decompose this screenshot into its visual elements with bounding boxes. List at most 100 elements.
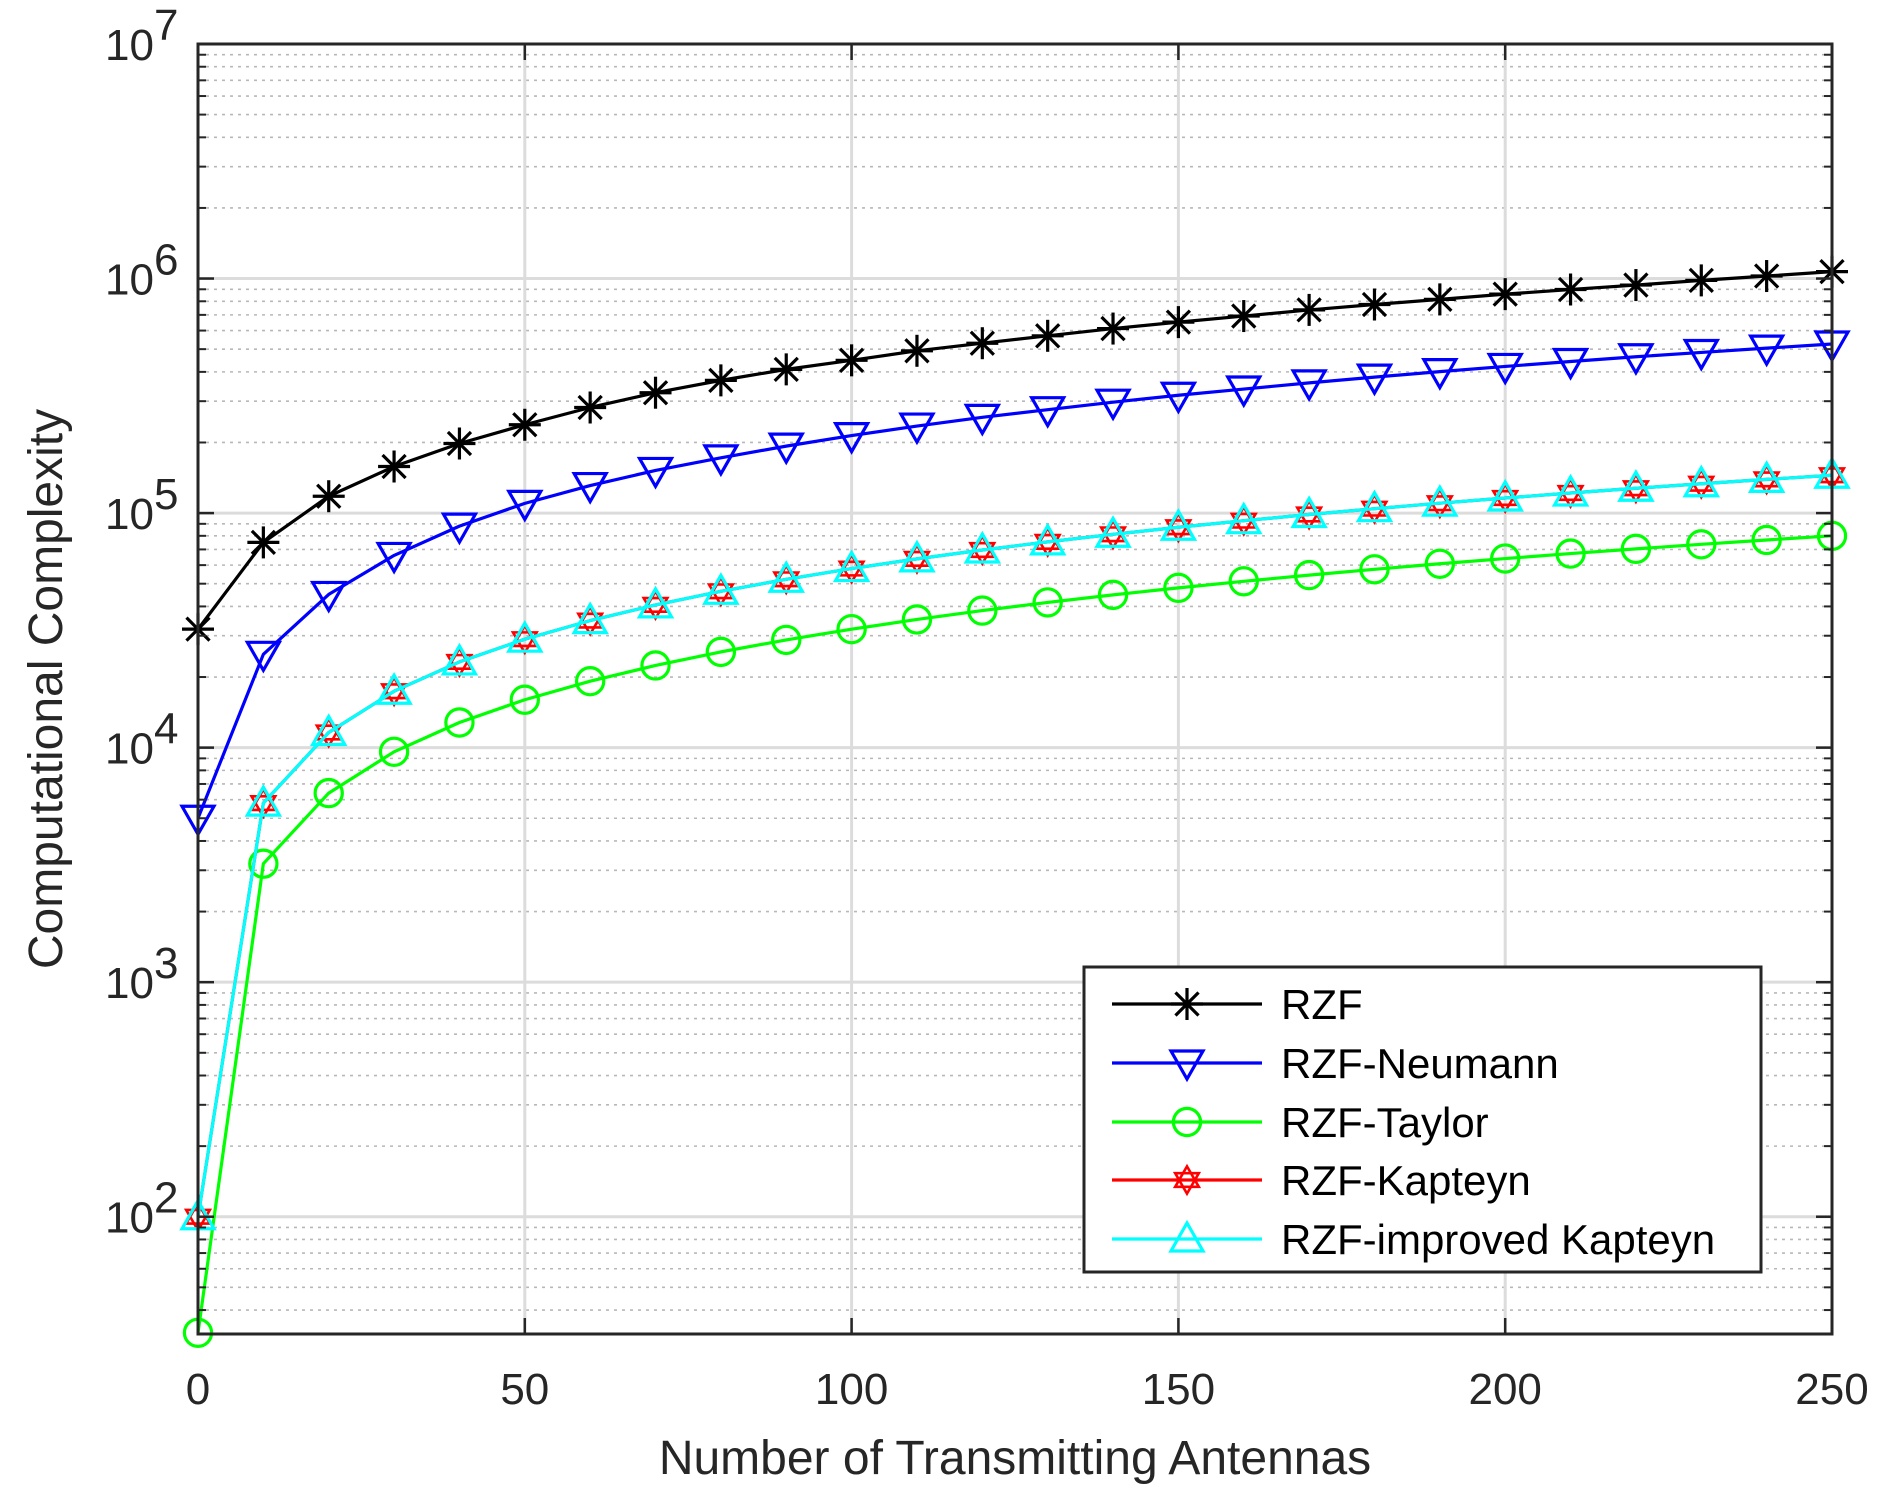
marker-stroke [1360,500,1389,525]
x-tick-label: 250 [1795,1365,1868,1414]
data-point [1358,288,1391,321]
data-point [1163,572,1194,604]
data-point [1685,264,1718,297]
y-tick-base: 10 [105,256,154,305]
data-point [963,403,1002,437]
data-point [1359,554,1390,585]
marker-stroke [381,453,407,480]
marker-stroke [1033,533,1062,559]
y-tick-base: 10 [105,21,154,70]
data-point [440,642,479,676]
y-tick-base: 10 [105,725,154,774]
legend-label: RZF-Neumann [1281,1040,1559,1087]
data-point [1747,334,1786,368]
y-tick-exponent: 5 [154,470,178,519]
data-point [832,421,871,455]
marker-stroke [968,541,997,567]
legend-label: RZF-Kapteyn [1281,1157,1531,1204]
data-point [1225,501,1263,535]
data-point [702,572,740,605]
data-point [1424,548,1456,579]
series-rzf [182,255,1848,646]
marker-stroke [1035,323,1061,349]
y-tick-label: 10 6 [105,236,178,305]
data-point [1228,566,1259,597]
data-point [574,665,606,697]
data-point [898,412,936,446]
data-point [1554,273,1587,306]
data-point [506,489,544,523]
data-point [1617,343,1655,376]
marker-stroke [1361,291,1388,318]
marker-stroke [1492,281,1518,307]
legend-marker [1171,988,1203,1020]
marker-stroke [577,394,603,421]
data-point [1159,508,1198,541]
data-point [378,736,410,767]
data-point [901,604,933,635]
marker-stroke [1098,526,1128,551]
data-point [832,549,871,583]
data-point [1617,469,1655,502]
marker-stroke [250,529,277,556]
x-tick-label: 100 [815,1365,888,1414]
data-point [440,512,479,546]
marker-stroke [1753,263,1780,289]
data-point [571,471,609,505]
legend-items: RZF RZF-Neumann RZF-Taylor RZF-Kapteyn RZF-i… [1112,981,1715,1263]
data-point [1620,533,1652,565]
data-point [770,353,803,386]
marker-stroke [512,412,538,438]
legend-label: RZF [1281,981,1363,1028]
x-axis-title: Number of Transmitting Antennas [659,1432,1371,1485]
data-point [636,456,675,490]
marker-stroke [1752,471,1781,496]
y-tick-base: 10 [105,959,154,1008]
legend: RZF RZF-Neumann RZF-Taylor RZF-Kapteyn RZF-i… [1082,965,1763,1274]
marker-stroke [1165,309,1192,335]
data-point [309,713,348,747]
data-point [378,450,411,483]
data-point [1686,529,1717,560]
data-point [640,650,671,681]
data-point [574,391,607,424]
legend-item: RZF-Neumann [1112,1040,1559,1087]
data-point [705,636,737,668]
data-point [1555,538,1586,569]
data-point [836,613,867,645]
marker-stroke [969,330,995,356]
legend-marker [1168,1049,1206,1083]
data-point [244,640,283,674]
y-tick-exponent: 4 [154,705,178,754]
data-point [1489,278,1522,311]
data-point [1225,375,1263,409]
marker-stroke [706,583,735,608]
data-point [900,334,933,367]
data-point [1097,579,1129,611]
series-rzf-neumann [179,330,1851,838]
data-point [767,432,805,466]
y-tick-exponent: 7 [154,1,178,50]
data-point [1551,473,1590,507]
marker-stroke [316,483,342,509]
data-point [509,684,540,715]
data-point [1355,489,1394,523]
marker-stroke [1688,267,1714,294]
series-line [196,534,1833,1334]
marker-stroke [1172,1171,1202,1197]
data-point [508,408,541,441]
x-tick-label: 150 [1142,1365,1215,1414]
series-rzf-improved-kapteyn [179,456,1851,1231]
axis-ticks: 10 210 310 410 510 610 70 50 100 150 200 250 [105,1,1869,1414]
marker-stroke [1557,276,1584,303]
data-point [1031,319,1064,352]
legend-marker [1172,1163,1202,1197]
data-point [1159,381,1198,415]
data-point [639,376,672,409]
marker-stroke [1295,506,1324,531]
data-point [1421,358,1459,391]
data-point [1293,559,1325,591]
x-tick-label: 200 [1468,1365,1541,1414]
data-point [1751,524,1782,556]
